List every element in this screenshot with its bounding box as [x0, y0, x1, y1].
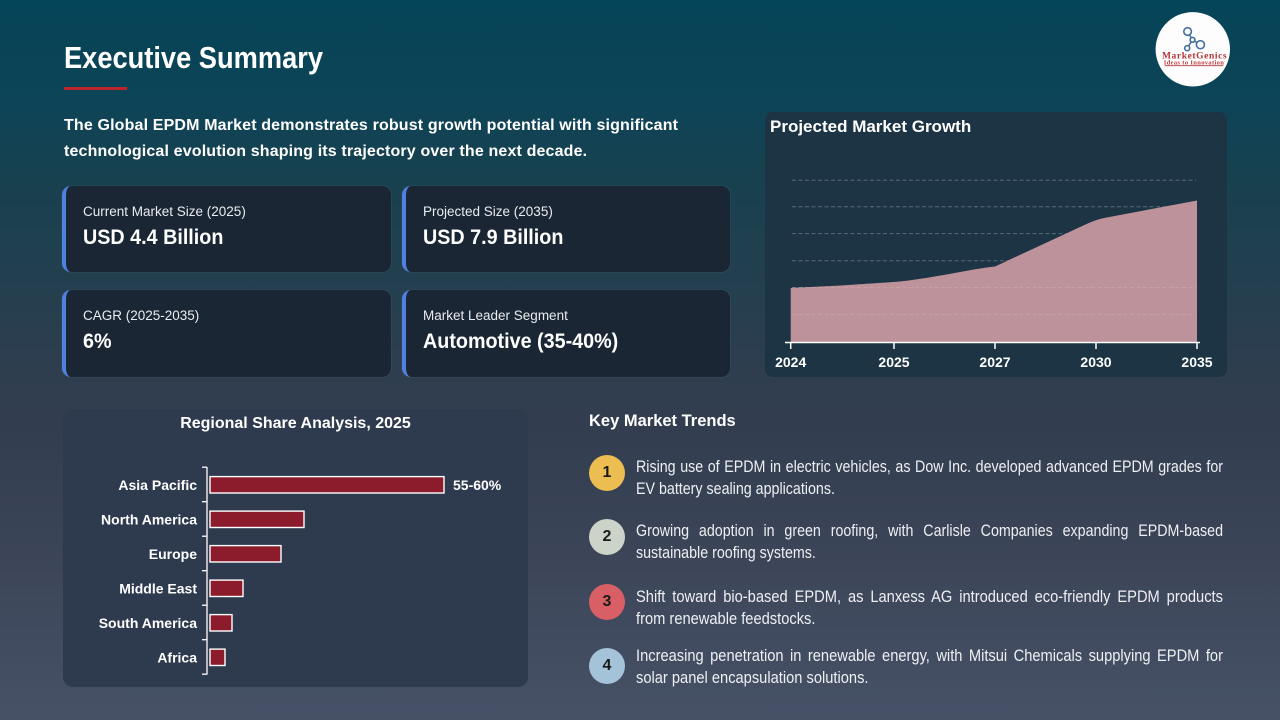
svg-text:2024: 2024 [775, 354, 806, 370]
svg-text:Middle East: Middle East [119, 581, 197, 597]
svg-text:South America: South America [99, 615, 197, 631]
svg-text:MarketGenics: MarketGenics [1162, 51, 1227, 61]
svg-text:2030: 2030 [1080, 354, 1111, 370]
svg-text:2025: 2025 [878, 354, 909, 370]
svg-text:Africa: Africa [157, 650, 197, 666]
svg-text:55-60%: 55-60% [453, 477, 502, 493]
svg-text:Asia Pacific: Asia Pacific [118, 477, 197, 493]
svg-text:Europe: Europe [149, 546, 197, 562]
svg-text:North America: North America [101, 512, 197, 528]
svg-text:2035: 2035 [1181, 354, 1212, 370]
svg-text:Ideas to Innovation: Ideas to Innovation [1164, 59, 1225, 66]
svg-text:2027: 2027 [979, 354, 1010, 370]
